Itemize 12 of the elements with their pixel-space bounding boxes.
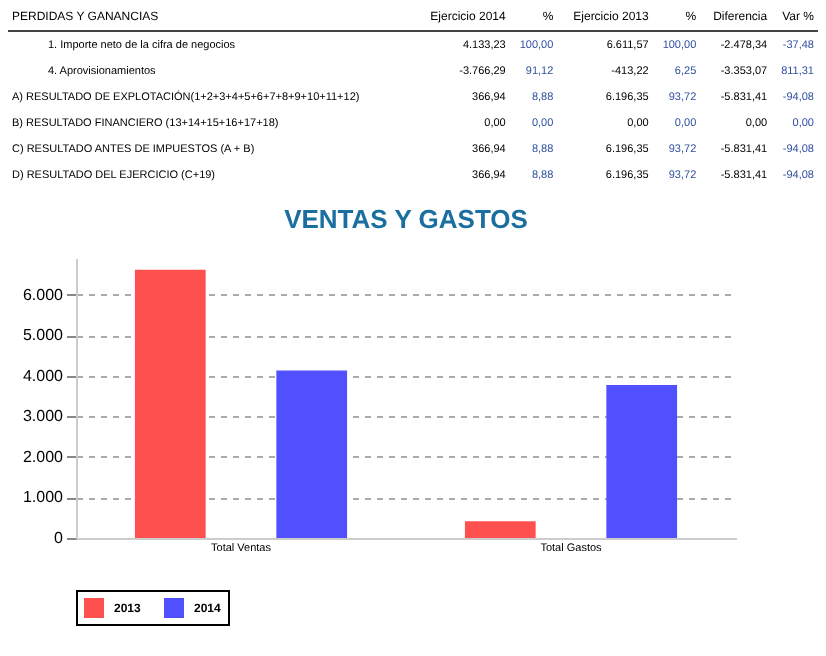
bar [134,269,206,538]
y-tick-label: 0 [54,529,65,547]
y-tick-label: 2.000 [22,447,65,466]
bar [276,370,348,538]
bar [606,385,678,538]
y-tick-label: 3.000 [22,407,65,426]
y-tick-label: 1.000 [22,488,65,507]
y-tick-label: 5.000 [22,326,65,345]
chart-title: VENTAS Y GASTOS [284,204,529,234]
y-tick-label: 6.000 [22,285,65,304]
bar [464,521,536,538]
y-tick-label: 4.000 [22,366,65,385]
